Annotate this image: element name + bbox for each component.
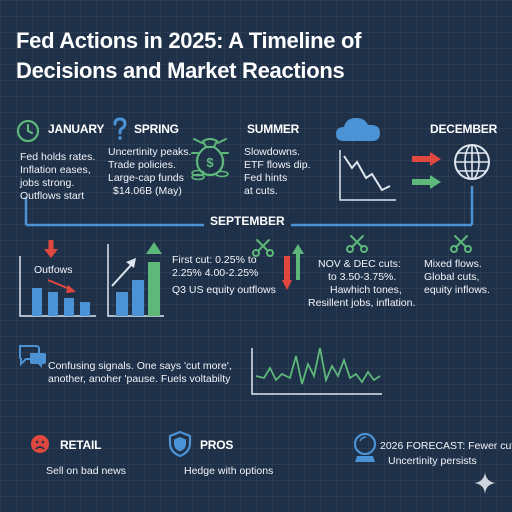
december-heading: DECEMBER: [430, 122, 498, 136]
signals-text: Confusing signals. One says 'cut more', …: [48, 360, 232, 385]
nov-dec-text: NOV & DEC cuts: to 3.50-3.75%. Hawhich t…: [308, 258, 416, 309]
spring-heading: SPRING: [134, 122, 179, 136]
title-line-2: Decisions and Market Reactions: [16, 58, 345, 83]
shield-icon: [168, 430, 192, 458]
clock-icon: [16, 119, 40, 143]
globe-icon: [454, 144, 490, 180]
retail-text: Sell on bad news: [46, 465, 126, 477]
december-text: Mixed flows. Global cuts, equity inflows…: [424, 258, 490, 296]
outflows-label: Outfows: [34, 264, 73, 276]
page-title: Fed Actions in 2025: A Timeline of Decis…: [16, 26, 496, 86]
pros-heading: PROS: [200, 438, 234, 452]
retail-heading: RETAIL: [60, 438, 102, 452]
red-arrow-icon: [412, 152, 441, 166]
money-bag-icon: $: [191, 138, 229, 181]
volatility-line-chart: [251, 347, 382, 395]
scissors-icon-december: [450, 235, 472, 253]
january-text: Fed holds rates. Inflation eases, jobs s…: [20, 151, 96, 202]
crystal-ball-icon: [353, 432, 377, 462]
scissors-icon-nov-dec: [346, 235, 368, 253]
falling-line-chart: [339, 150, 396, 201]
speech-bubbles-icon: [19, 345, 46, 368]
rising-bar-chart: [107, 242, 164, 317]
pros-text: Hedge with options: [184, 465, 274, 477]
spring-text: Uncertinity peaks. Trade policies. Large…: [108, 146, 192, 197]
forecast-text: 2026 FORECAST: Fewer cuts. Uncertinity p…: [380, 440, 512, 467]
title-line-1: Fed Actions in 2025: A Timeline of: [16, 28, 362, 53]
green-arrow-icon: [412, 175, 441, 189]
january-heading: JANUARY: [48, 122, 105, 136]
up-down-arrows-icon: [282, 244, 304, 290]
summer-heading: SUMMER: [247, 122, 300, 136]
sad-face-icon: [31, 435, 49, 453]
scissors-icon-september: [252, 239, 274, 257]
sparkle-icon: [474, 472, 496, 494]
september-heading: SEPTEMBER: [204, 214, 291, 228]
svg-text:$: $: [206, 155, 214, 170]
question-mark-icon: [113, 117, 127, 140]
outflows-bar-chart: [19, 256, 96, 317]
first-cut-text: First cut: 0.25% to 2.25% 4.00-2.25% Q3 …: [172, 254, 276, 296]
down-arrow-icon: [44, 240, 58, 258]
cloud-icon: [336, 118, 380, 141]
summer-text: Slowdowns. ETF flows dip. Fed hints at c…: [244, 146, 311, 197]
